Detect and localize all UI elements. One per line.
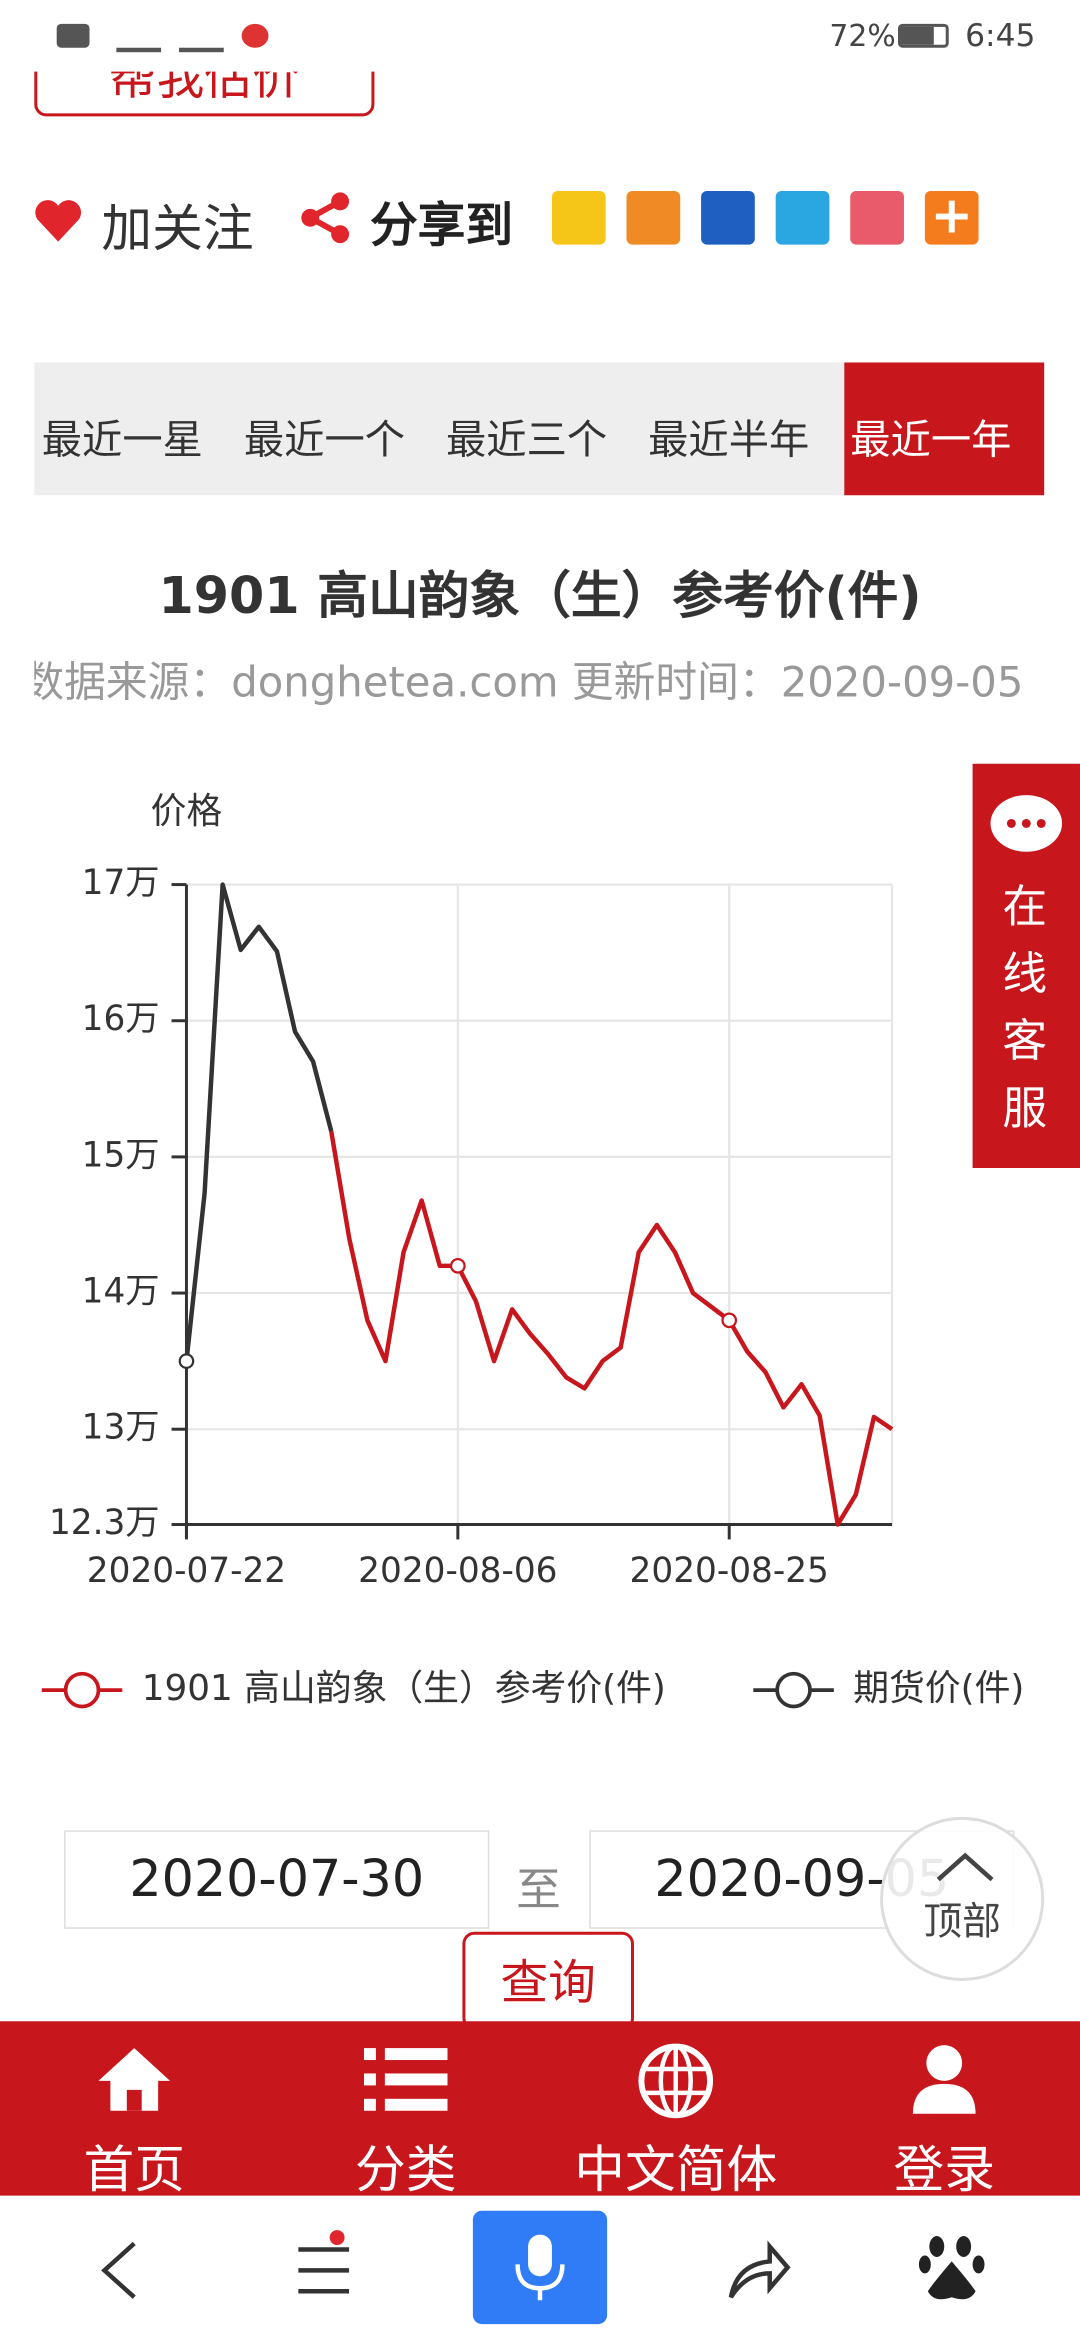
follow-button[interactable]: 加关注 bbox=[101, 199, 254, 260]
nav-label[interactable]: 中文简体 bbox=[574, 2140, 778, 2201]
series-line bbox=[328, 1130, 894, 1527]
chart-subtitle-box: 数据来源：donghetea.com 更新时间：2020-09-05 bbox=[34, 650, 1044, 710]
nav-labels: 首页 分类 中文简体 登录 bbox=[0, 2129, 1080, 2201]
y-tick-label: 15万 bbox=[82, 1135, 160, 1175]
tab-active-bg bbox=[844, 362, 1045, 496]
y-tick-label: 14万 bbox=[82, 1272, 160, 1312]
user-icon bbox=[912, 2045, 976, 2114]
nav-label[interactable]: 登录 bbox=[893, 2140, 995, 2201]
chart-title: 1901 高山韵象（生）参考价(件) bbox=[158, 566, 922, 627]
y-tick-label: 17万 bbox=[82, 863, 160, 903]
nav-label[interactable]: 首页 bbox=[83, 2140, 185, 2201]
legend-marker bbox=[775, 1671, 812, 1709]
y-axis-title: 价格 bbox=[151, 791, 223, 832]
data-point bbox=[450, 1257, 466, 1274]
back-icon[interactable] bbox=[92, 2238, 146, 2304]
y-tick-label: 16万 bbox=[82, 999, 160, 1039]
chat-icon bbox=[990, 795, 1063, 852]
online-service-text: 在线客服 bbox=[1002, 881, 1048, 1136]
series-line bbox=[184, 882, 334, 1362]
clock: 6:45 bbox=[965, 17, 1036, 54]
category-icon bbox=[363, 2048, 448, 2111]
tabs: 最近一星 最近一个 最近三个 最近半年 最近一年 bbox=[34, 362, 1044, 495]
tab[interactable]: 最近一星 bbox=[41, 417, 203, 464]
legend-marker bbox=[63, 1671, 101, 1709]
legend-label: 期货价(件) bbox=[853, 1668, 1024, 1709]
battery-icon bbox=[898, 23, 949, 48]
caret-up bbox=[936, 1852, 994, 1882]
share-weibo[interactable] bbox=[626, 190, 681, 245]
voice-button[interactable] bbox=[472, 2210, 608, 2325]
date-separator: 至 bbox=[516, 1864, 561, 1917]
browser-bar bbox=[0, 2195, 1080, 2339]
status-bar: 72% 6:45 bbox=[0, 0, 1080, 72]
start-date: 2020-07-30 bbox=[129, 1849, 425, 1910]
tab[interactable]: 最近三个 bbox=[446, 417, 608, 464]
query-button[interactable]: 查询 bbox=[462, 1931, 634, 2031]
online-service[interactable]: 在线客服 bbox=[972, 763, 1080, 1169]
share-qzone[interactable] bbox=[551, 190, 606, 245]
y-tick-label: 12.3万 bbox=[49, 1503, 160, 1543]
status-icons bbox=[56, 21, 281, 53]
back-to-top-text: 顶部 bbox=[923, 1900, 1001, 1946]
x-tick-label: 2020-08-25 bbox=[630, 1551, 829, 1591]
signal-icon bbox=[116, 27, 162, 53]
baidu-icon[interactable] bbox=[918, 2232, 985, 2304]
x-tick-label: 2020-07-22 bbox=[87, 1551, 286, 1591]
share-other[interactable] bbox=[850, 190, 904, 245]
tab[interactable]: 最近一年 bbox=[850, 417, 1012, 464]
share-more[interactable]: + bbox=[924, 190, 979, 245]
share-icon bbox=[301, 192, 350, 244]
y-tick-label: 13万 bbox=[82, 1408, 160, 1448]
back-to-top[interactable]: 顶部 bbox=[880, 1816, 1045, 1981]
share-renren[interactable] bbox=[701, 190, 755, 245]
share-pengyou[interactable] bbox=[775, 190, 830, 245]
query-button-text: 查询 bbox=[500, 1954, 596, 2011]
start-date-input[interactable]: 2020-07-30 bbox=[64, 1830, 490, 1929]
home-icon bbox=[98, 2048, 171, 2111]
menu-icon[interactable] bbox=[295, 2229, 355, 2298]
x-tick-label: 2020-08-06 bbox=[358, 1551, 557, 1591]
signal-icon bbox=[179, 27, 224, 53]
globe-icon bbox=[638, 2043, 714, 2119]
app-icon bbox=[241, 23, 269, 48]
nav-label[interactable]: 分类 bbox=[355, 2140, 457, 2201]
legend-label: 1901 高山韵象（生）参考价(件) bbox=[142, 1668, 666, 1709]
heart-icon bbox=[35, 200, 82, 242]
hd-icon bbox=[56, 23, 90, 48]
data-point bbox=[721, 1312, 738, 1329]
forward-share-icon[interactable] bbox=[725, 2238, 791, 2304]
tab[interactable]: 最近半年 bbox=[648, 417, 810, 464]
battery-text: 72% bbox=[829, 17, 896, 54]
share-label: 分享到 bbox=[369, 196, 514, 254]
bottom-nav: 首页 分类 中文简体 登录 bbox=[0, 2021, 1080, 2201]
data-point bbox=[178, 1353, 195, 1369]
chart-subtitle: 数据来源：donghetea.com 更新时间：2020-09-05 bbox=[34, 657, 1024, 708]
mic-icon bbox=[515, 2234, 565, 2301]
tab[interactable]: 最近一个 bbox=[243, 417, 405, 464]
